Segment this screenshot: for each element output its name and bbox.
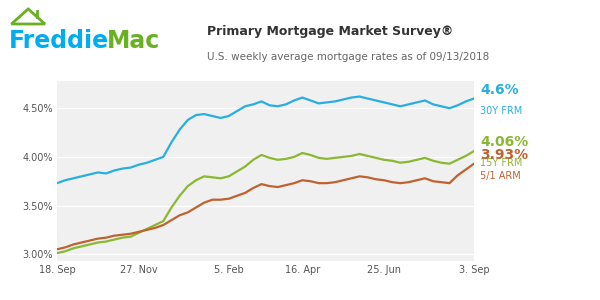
Text: Mac: Mac [107, 28, 160, 52]
Text: 3.93%: 3.93% [480, 148, 528, 162]
Text: 4.06%: 4.06% [480, 135, 528, 149]
Text: U.S. weekly average mortgage rates as of 09/13/2018: U.S. weekly average mortgage rates as of… [207, 52, 489, 62]
Text: 5/1 ARM: 5/1 ARM [480, 171, 521, 181]
Text: 15Y FRM: 15Y FRM [480, 158, 523, 168]
Text: Primary Mortgage Market Survey®: Primary Mortgage Market Survey® [207, 25, 454, 38]
Text: Freddie: Freddie [9, 28, 109, 52]
Text: 4.6%: 4.6% [480, 82, 518, 97]
Text: 30Y FRM: 30Y FRM [480, 106, 522, 116]
